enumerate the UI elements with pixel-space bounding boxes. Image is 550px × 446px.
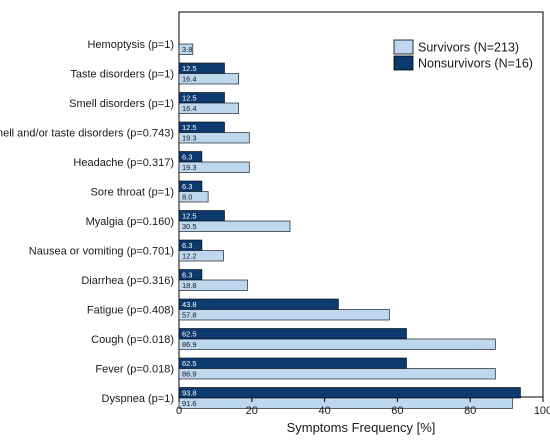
x-axis-title: Symptoms Frequency [%]	[287, 420, 436, 435]
category-label: Taste disorders (p=1)	[70, 69, 174, 81]
bar-survivors	[178, 191, 209, 203]
value-label-nonsurvivors: 93.8	[182, 389, 197, 398]
x-tick-label: 40	[318, 405, 330, 417]
bar-nonsurvivors	[178, 328, 407, 340]
bar-survivors	[178, 397, 513, 409]
value-label-survivors: 19.3	[182, 134, 197, 143]
value-label-survivors: 16.4	[182, 75, 197, 84]
value-label-nonsurvivors: 6.3	[182, 153, 192, 162]
category-label: Headache (p=0.317)	[73, 157, 174, 169]
value-label-nonsurvivors: 12.5	[182, 94, 197, 103]
bar-survivors	[178, 338, 496, 350]
category-label: Smell disorders (p=1)	[69, 98, 174, 110]
x-ticks-group: 0 20 40 60 80 100	[176, 397, 550, 417]
category-label: Fatigue (p=0.408)	[87, 305, 174, 317]
value-labels-group: 3.812.516.412.516.412.519.36.319.36.38.0…	[182, 45, 197, 408]
bar-survivors	[178, 250, 224, 262]
value-label-survivors: 86.9	[182, 340, 197, 349]
value-label-survivors: 18.8	[182, 281, 197, 290]
category-label: Dyspnea (p=1)	[102, 393, 174, 405]
value-label-nonsurvivors: 6.3	[182, 182, 192, 191]
category-label: Diarrhea (p=0.316)	[81, 275, 174, 287]
value-label-survivors: 30.5	[182, 222, 197, 231]
value-label-survivors: 12.2	[182, 252, 197, 261]
category-label: Sore throat (p=1)	[91, 187, 174, 199]
category-label: Cough (p=0.018)	[91, 334, 174, 346]
bar-nonsurvivors	[178, 357, 407, 369]
bar-survivors	[178, 102, 239, 114]
value-label-nonsurvivors: 12.5	[182, 212, 197, 221]
legend-label-nonsurvivors: Nonsurvivors (N=16)	[418, 57, 533, 71]
value-label-survivors: 19.3	[182, 163, 197, 172]
x-tick-label: 80	[464, 405, 476, 417]
bar-nonsurvivors	[178, 387, 521, 399]
category-label: Nausea or vomiting (p=0.701)	[29, 246, 174, 258]
x-tick-label: 100	[534, 405, 550, 417]
legend-label-survivors: Survivors (N=213)	[418, 41, 519, 55]
category-label: Smell and/or taste disorders (p=0.743)	[0, 128, 174, 140]
value-label-nonsurvivors: 12.5	[182, 64, 197, 73]
bar-survivors	[178, 279, 248, 291]
value-label-nonsurvivors: 43.8	[182, 300, 197, 309]
value-label-survivors: 57.8	[182, 311, 197, 320]
bars-group	[178, 43, 521, 409]
value-label-nonsurvivors: 6.3	[182, 271, 192, 280]
value-label-survivors: 16.4	[182, 104, 197, 113]
bar-survivors	[178, 368, 496, 380]
category-label: Fever (p=0.018)	[95, 364, 174, 376]
bar-survivors	[178, 43, 194, 55]
legend-swatch-survivors	[393, 39, 414, 55]
category-label: Myalgia (p=0.160)	[86, 216, 174, 228]
x-tick-label: 20	[246, 405, 258, 417]
value-label-nonsurvivors: 6.3	[182, 241, 192, 250]
bar-survivors	[178, 309, 390, 321]
category-label: Hemoptysis (p=1)	[87, 39, 174, 51]
value-label-survivors: 86.9	[182, 370, 197, 379]
bar-survivors	[178, 132, 250, 144]
value-label-survivors: 3.8	[182, 45, 192, 54]
value-label-survivors: 8.0	[182, 193, 192, 202]
x-tick-label: 0	[176, 405, 182, 417]
bar-nonsurvivors	[178, 298, 339, 310]
legend: Survivors (N=213) Nonsurvivors (N=16)	[393, 39, 533, 71]
legend-swatch-nonsurvivors	[393, 55, 414, 71]
value-label-nonsurvivors: 62.5	[182, 359, 197, 368]
x-tick-label: 60	[391, 405, 403, 417]
bar-survivors	[178, 161, 250, 173]
value-label-nonsurvivors: 62.5	[182, 330, 197, 339]
value-label-nonsurvivors: 12.5	[182, 123, 197, 132]
category-labels-group: Hemoptysis (p=1) Taste disorders (p=1) Sme…	[0, 39, 174, 405]
value-label-survivors: 91.6	[182, 399, 197, 408]
bar-survivors	[178, 220, 291, 232]
bar-survivors	[178, 73, 239, 85]
